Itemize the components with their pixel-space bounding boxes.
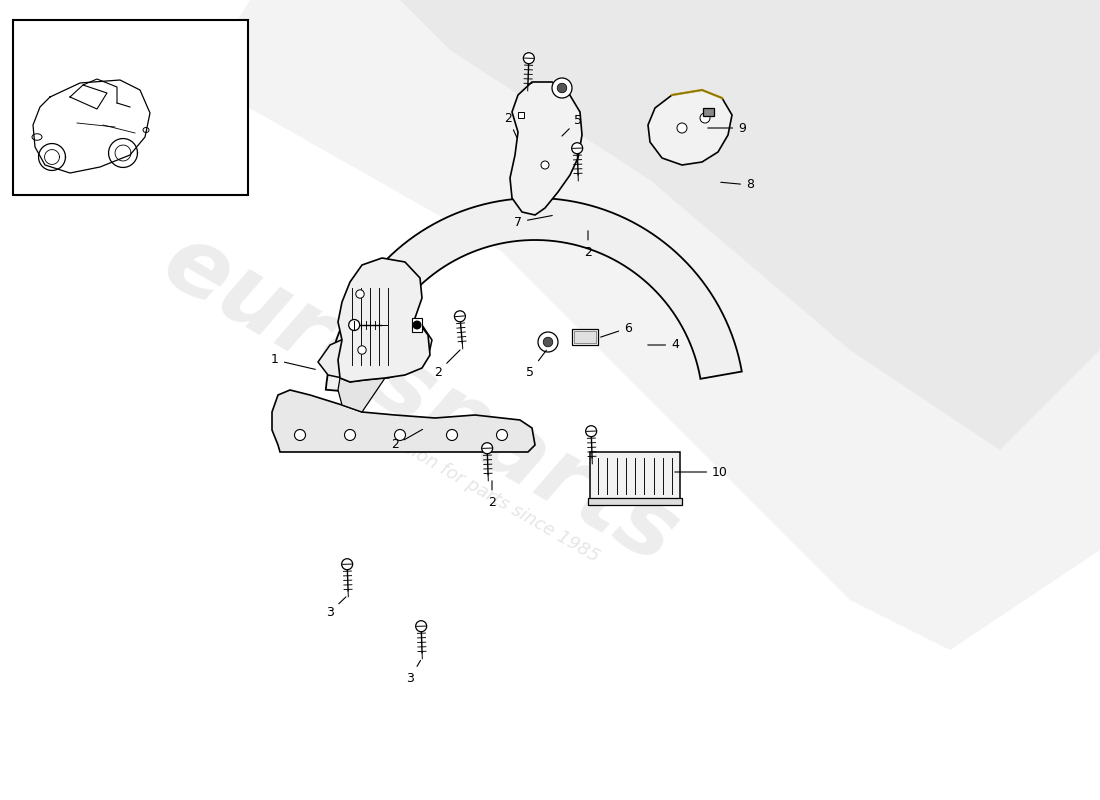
Text: 2: 2 [504, 111, 517, 138]
Polygon shape [338, 378, 385, 412]
Circle shape [543, 338, 553, 347]
Circle shape [349, 319, 360, 330]
Text: 6: 6 [601, 322, 631, 337]
Circle shape [585, 426, 596, 437]
Circle shape [346, 353, 358, 363]
Circle shape [342, 558, 353, 570]
Circle shape [447, 430, 458, 441]
PathPatch shape [400, 0, 1100, 450]
Text: 2: 2 [434, 350, 460, 378]
FancyBboxPatch shape [13, 20, 247, 195]
Circle shape [676, 123, 688, 133]
PathPatch shape [200, 0, 1100, 650]
Text: 2: 2 [392, 430, 422, 451]
Circle shape [558, 83, 566, 93]
Circle shape [482, 442, 493, 454]
FancyBboxPatch shape [590, 452, 680, 500]
Text: 2: 2 [584, 230, 592, 258]
Text: 4: 4 [648, 338, 679, 351]
Circle shape [538, 332, 558, 352]
Polygon shape [648, 90, 732, 165]
FancyBboxPatch shape [703, 108, 714, 116]
Text: a passion for parts since 1985: a passion for parts since 1985 [358, 414, 602, 566]
Text: 3: 3 [406, 660, 420, 685]
Circle shape [541, 161, 549, 169]
Text: 5: 5 [526, 350, 547, 378]
Circle shape [454, 310, 465, 322]
Text: 3: 3 [326, 597, 346, 618]
Circle shape [395, 430, 406, 441]
Polygon shape [338, 258, 430, 382]
Text: eurosparts: eurosparts [146, 215, 693, 585]
Circle shape [572, 142, 583, 154]
Text: 2: 2 [488, 481, 496, 509]
Circle shape [355, 290, 364, 298]
FancyBboxPatch shape [412, 318, 422, 332]
FancyBboxPatch shape [588, 498, 682, 505]
FancyBboxPatch shape [574, 331, 596, 343]
Circle shape [344, 430, 355, 441]
Text: 5: 5 [562, 114, 582, 136]
FancyBboxPatch shape [518, 112, 524, 118]
Text: 9: 9 [707, 122, 746, 134]
FancyBboxPatch shape [572, 329, 598, 345]
Circle shape [496, 430, 507, 441]
Circle shape [700, 113, 710, 123]
Circle shape [552, 78, 572, 98]
Text: 7: 7 [514, 215, 552, 229]
Circle shape [295, 430, 306, 441]
Polygon shape [326, 198, 741, 394]
Polygon shape [318, 322, 432, 380]
Text: 8: 8 [720, 178, 754, 191]
Polygon shape [272, 390, 535, 452]
Circle shape [524, 53, 535, 64]
Polygon shape [510, 82, 582, 215]
Text: 10: 10 [674, 466, 728, 478]
Circle shape [414, 321, 421, 329]
Circle shape [358, 346, 366, 354]
Circle shape [416, 621, 427, 632]
Text: 1: 1 [271, 354, 316, 370]
